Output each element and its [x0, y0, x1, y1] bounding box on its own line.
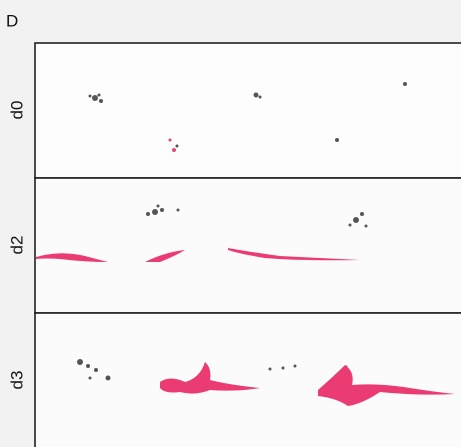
panel-label: D — [6, 11, 18, 30]
row-label: d2 — [7, 236, 26, 255]
row-label: d3 — [7, 371, 26, 390]
streaks — [36, 248, 360, 262]
cell-speckles — [88, 82, 407, 148]
cell-speckles-pink — [168, 138, 176, 152]
image-row — [34, 312, 461, 447]
cell-speckles — [146, 204, 368, 228]
image-row — [34, 177, 461, 314]
streaks — [160, 362, 455, 406]
image-row — [34, 42, 461, 179]
row-label: d0 — [7, 101, 26, 120]
cell-speckles — [77, 359, 348, 381]
